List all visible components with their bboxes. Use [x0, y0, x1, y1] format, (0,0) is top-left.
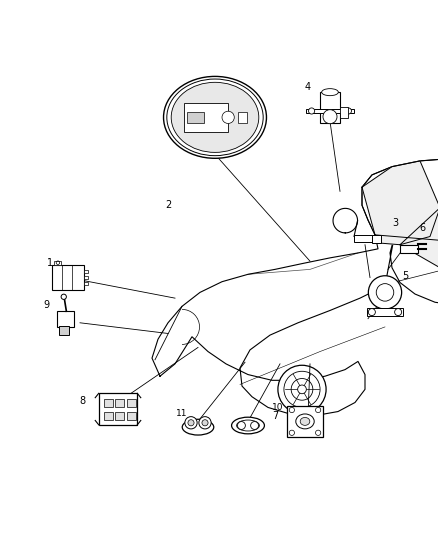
Bar [187, 112, 204, 123]
Text: 7: 7 [272, 410, 278, 421]
Ellipse shape [232, 417, 265, 434]
Circle shape [199, 417, 211, 429]
Bar [320, 92, 339, 123]
Bar [84, 276, 88, 279]
Bar [57, 311, 74, 327]
Bar [371, 235, 381, 243]
Polygon shape [152, 158, 438, 416]
Ellipse shape [163, 76, 266, 158]
Text: 1: 1 [47, 258, 53, 268]
Circle shape [237, 422, 245, 430]
Bar [115, 399, 124, 407]
Bar [354, 235, 371, 241]
Circle shape [368, 276, 402, 309]
Polygon shape [306, 109, 354, 113]
Bar [184, 103, 228, 132]
Circle shape [323, 110, 337, 124]
Circle shape [61, 294, 67, 300]
Ellipse shape [182, 419, 214, 435]
Text: 10: 10 [272, 403, 284, 412]
Text: 3: 3 [392, 217, 398, 228]
Bar [99, 393, 137, 425]
Bar [127, 411, 135, 421]
Bar [104, 399, 113, 407]
Bar [60, 326, 69, 335]
Bar [400, 245, 418, 253]
Circle shape [278, 365, 326, 414]
Bar [367, 308, 403, 317]
Ellipse shape [296, 414, 314, 429]
Ellipse shape [167, 79, 263, 156]
Text: 8: 8 [79, 396, 85, 406]
Circle shape [289, 430, 294, 435]
Bar [127, 399, 135, 407]
Circle shape [185, 417, 197, 429]
Circle shape [395, 309, 402, 316]
Bar [84, 282, 88, 286]
Circle shape [308, 108, 314, 114]
Polygon shape [362, 161, 438, 245]
Circle shape [222, 111, 234, 124]
Circle shape [315, 430, 321, 435]
Circle shape [376, 284, 394, 301]
Bar [339, 108, 348, 118]
Bar [84, 270, 88, 273]
Circle shape [289, 407, 294, 413]
Bar [238, 112, 247, 123]
Bar [115, 411, 124, 421]
Text: 9: 9 [43, 300, 49, 310]
Polygon shape [400, 158, 438, 268]
Circle shape [315, 407, 321, 413]
Ellipse shape [300, 417, 310, 425]
Text: 5: 5 [402, 271, 408, 281]
Bar [104, 411, 113, 421]
Text: 2: 2 [165, 200, 171, 211]
Bar [287, 406, 323, 437]
Circle shape [298, 385, 306, 394]
Text: 6: 6 [419, 223, 425, 233]
Circle shape [345, 108, 351, 114]
Bar [54, 261, 61, 265]
Ellipse shape [237, 420, 259, 431]
Circle shape [202, 419, 208, 426]
Circle shape [368, 309, 375, 316]
Ellipse shape [321, 88, 338, 95]
Circle shape [251, 422, 258, 430]
Bar [52, 265, 84, 290]
Ellipse shape [171, 82, 259, 152]
Text: 11: 11 [176, 409, 188, 418]
Circle shape [188, 419, 194, 426]
Text: 4: 4 [305, 82, 311, 92]
